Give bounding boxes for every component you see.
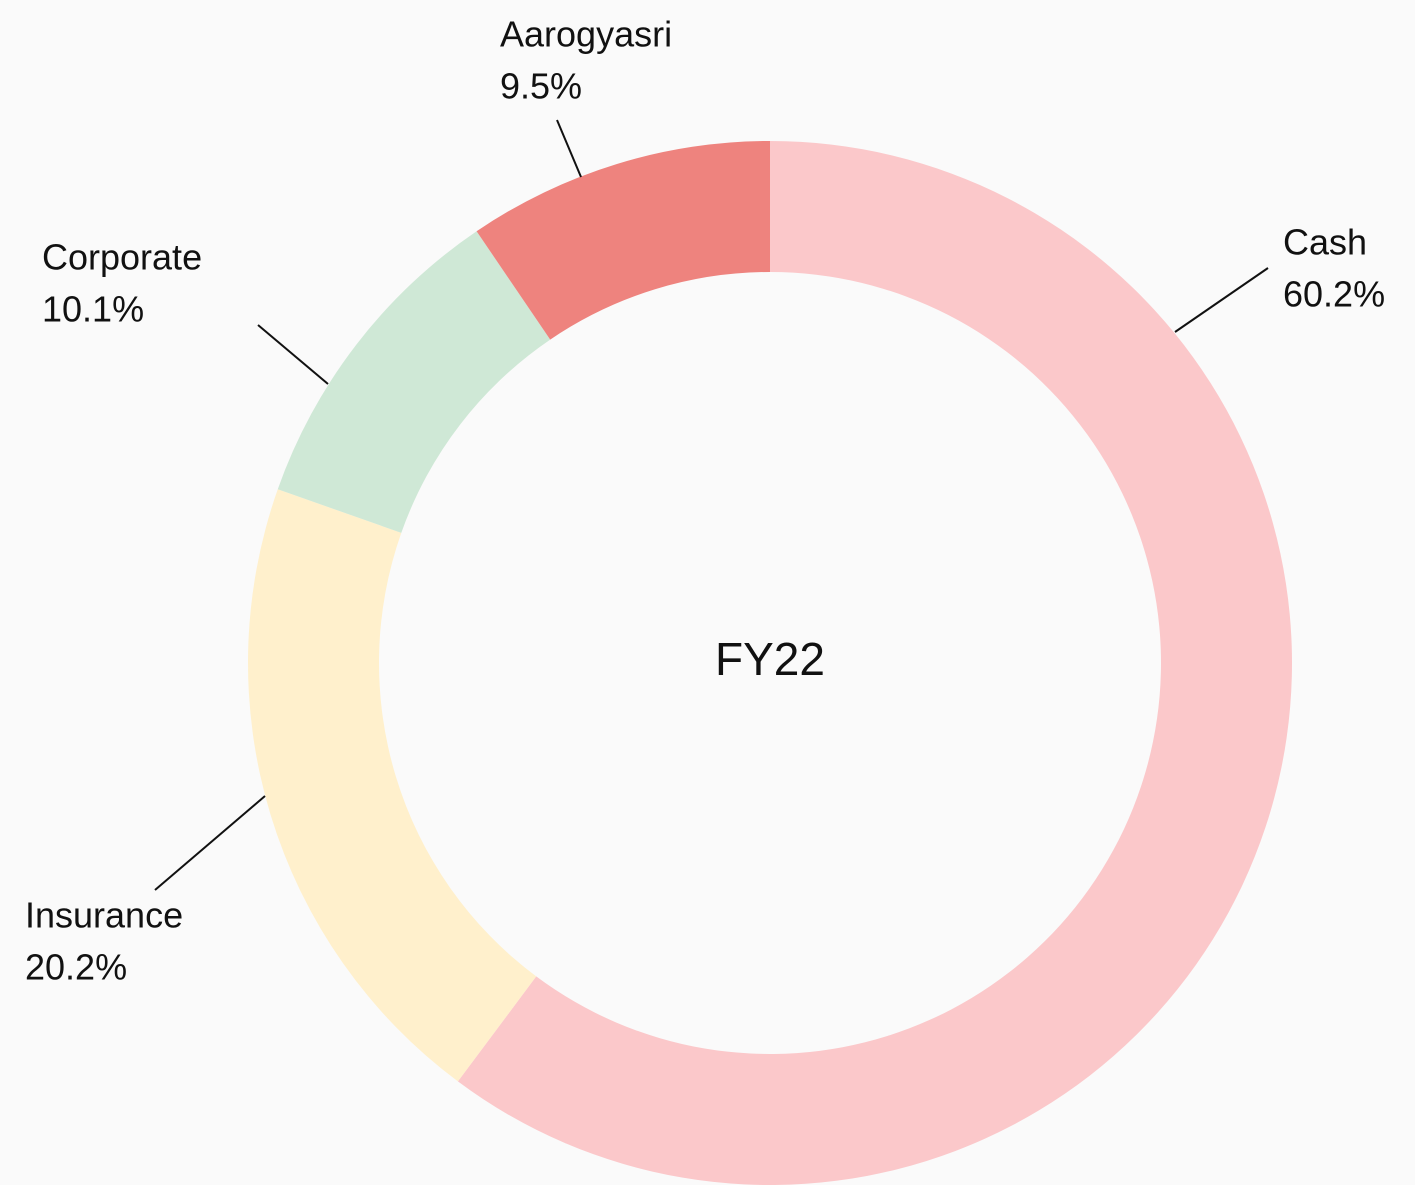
value-label: 60.2% — [1283, 274, 1385, 315]
leader-line — [257, 324, 329, 385]
slice-label: Corporate — [42, 237, 202, 278]
slice — [277, 231, 551, 533]
slice-label: Insurance — [25, 895, 183, 936]
slice-label: Aarogyasri — [500, 14, 672, 55]
slice — [457, 141, 1293, 1185]
slice — [247, 489, 537, 1082]
slice-label: Cash — [1283, 222, 1367, 263]
leader-line — [1174, 267, 1269, 333]
leader-line — [154, 795, 266, 891]
slice — [476, 141, 770, 340]
center-label: FY22 — [715, 633, 825, 685]
value-label: 9.5% — [500, 66, 582, 107]
leader-line — [556, 119, 582, 178]
value-label: 20.2% — [25, 947, 127, 988]
value-label: 10.1% — [42, 289, 144, 330]
